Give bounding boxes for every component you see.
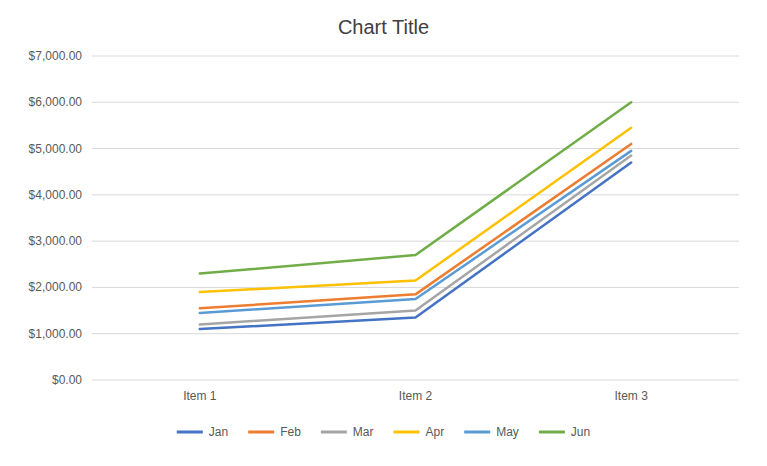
- series-line: [200, 144, 631, 308]
- y-tick-label: $1,000.00: [29, 327, 83, 341]
- grid-line: [92, 333, 739, 334]
- series-line: [200, 102, 631, 273]
- legend-swatch: [177, 431, 203, 434]
- legend: Jan Feb Mar Apr May Jun: [177, 425, 590, 439]
- legend-label: Jan: [209, 425, 228, 439]
- legend-label: Mar: [353, 425, 374, 439]
- grid-line: [92, 241, 739, 242]
- grid-line: [92, 148, 739, 149]
- series-lines: [200, 102, 631, 329]
- y-tick-label: $4,000.00: [29, 188, 83, 202]
- legend-swatch: [394, 431, 420, 434]
- x-tick-label: Item 3: [614, 389, 648, 403]
- legend-swatch: [464, 431, 490, 434]
- legend-label: May: [496, 425, 519, 439]
- legend-item: Jan: [177, 425, 228, 439]
- legend-label: Apr: [426, 425, 445, 439]
- grid-line: [92, 194, 739, 195]
- legend-swatch: [248, 431, 274, 434]
- y-tick-label: $2,000.00: [29, 280, 83, 294]
- x-axis: Item 1 Item 2 Item 3: [183, 389, 648, 403]
- y-tick-label: $0.00: [52, 373, 82, 387]
- series-line: [200, 151, 631, 313]
- y-tick-label: $3,000.00: [29, 234, 83, 248]
- legend-item: Feb: [248, 425, 301, 439]
- legend-label: Feb: [280, 425, 301, 439]
- grid-line: [92, 56, 739, 57]
- legend-label: Jun: [571, 425, 590, 439]
- x-tick-label: Item 1: [183, 389, 217, 403]
- y-tick-label: $7,000.00: [29, 49, 83, 63]
- legend-swatch: [321, 431, 347, 434]
- grid-line: [92, 102, 739, 103]
- y-tick-label: $6,000.00: [29, 95, 83, 109]
- y-axis: $0.00 $1,000.00 $2,000.00 $3,000.00 $4,000.0…: [29, 49, 739, 387]
- legend-item: Jun: [539, 425, 590, 439]
- chart-title: Chart Title: [338, 16, 429, 38]
- legend-swatch: [539, 431, 565, 434]
- grid-line: [92, 380, 739, 381]
- legend-item: Mar: [321, 425, 374, 439]
- y-tick-label: $5,000.00: [29, 142, 83, 156]
- legend-item: Apr: [394, 425, 445, 439]
- page: {"chart_data": {"type": "line", "title":…: [0, 0, 767, 466]
- chart: Chart Title $0.00 $1,000.00 $2,000.00 $3,000…: [0, 0, 767, 466]
- x-tick-label: Item 2: [399, 389, 433, 403]
- legend-item: May: [464, 425, 519, 439]
- grid-line: [92, 287, 739, 288]
